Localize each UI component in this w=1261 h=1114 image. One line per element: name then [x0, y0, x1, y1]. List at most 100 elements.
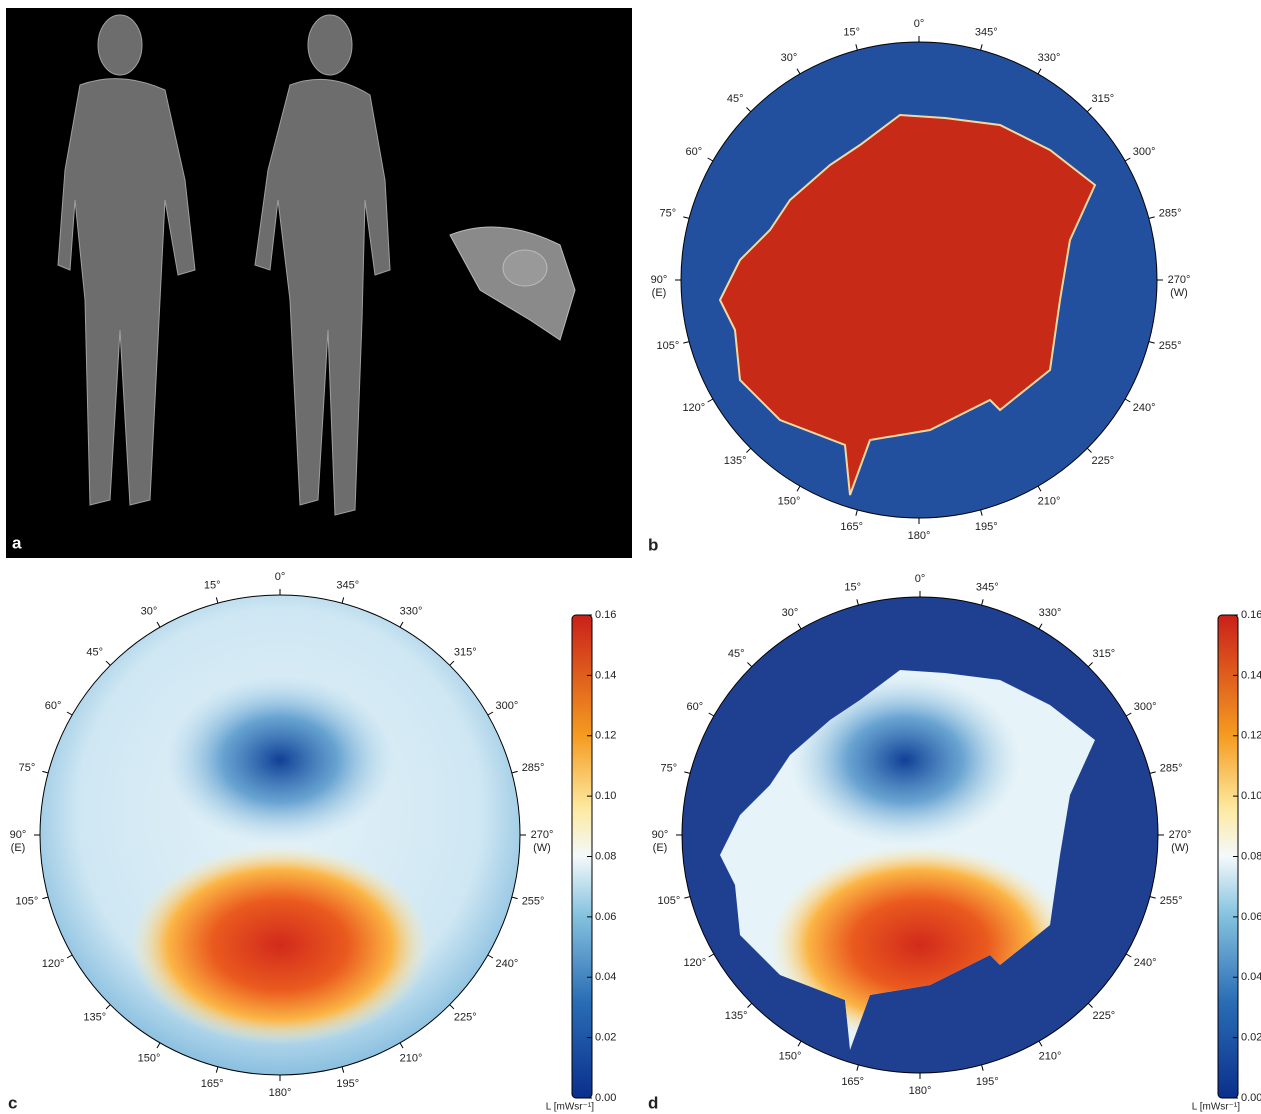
angle-label: 150°: [138, 1052, 161, 1064]
angle-tick: [399, 621, 404, 628]
panel-label: c: [8, 1093, 17, 1112]
angle-tick: [1037, 485, 1042, 492]
colorbar-tick-label: 0.06: [595, 911, 616, 923]
angle-label: 30°: [781, 52, 798, 64]
angle-label: 270°: [1169, 829, 1192, 841]
angle-label: 315°: [454, 646, 477, 658]
angle-label: 165°: [841, 1076, 864, 1088]
angle-label: 270°: [531, 829, 554, 841]
angle-label: 210°: [1038, 496, 1061, 508]
angle-tick: [1087, 1002, 1093, 1008]
angle-label: 0°: [914, 18, 925, 30]
angle-tick: [156, 1042, 161, 1049]
angle-tick: [487, 711, 494, 716]
angle-label: 90°: [10, 829, 27, 841]
angle-tick: [1037, 68, 1042, 75]
angle-label: 0°: [275, 571, 286, 583]
angle-label: 225°: [1091, 455, 1114, 467]
angle-tick: [746, 447, 752, 453]
angle-tick: [341, 1066, 345, 1073]
angle-tick: [341, 597, 345, 604]
angle-label: 330°: [400, 605, 423, 617]
angle-tick: [1038, 623, 1043, 630]
colorbar-tick-label: 0.10: [1241, 790, 1261, 802]
angle-tick: [449, 1004, 455, 1010]
angle-label: 300°: [1133, 146, 1156, 158]
angle-tick: [981, 599, 984, 606]
angle-tick: [708, 953, 715, 958]
angle-label: 240°: [496, 958, 519, 970]
angle-label: 330°: [1038, 52, 1061, 64]
angle-label: 225°: [1092, 1010, 1115, 1022]
angle-tick: [980, 509, 983, 516]
angle-label: 30°: [782, 607, 799, 619]
angle-label: 120°: [683, 957, 706, 969]
phantom-back: [254, 14, 391, 516]
colorbar-tick-label: 0.12: [595, 730, 616, 742]
colorbar-unit: L [mWsr⁻¹]: [546, 1102, 594, 1113]
angle-label: 60°: [45, 700, 62, 712]
angle-label: 15°: [204, 580, 221, 592]
angle-tick: [1038, 1040, 1043, 1047]
angle-tick: [856, 1064, 859, 1071]
colorbar-tick-label: 0.00: [1241, 1092, 1261, 1104]
angle-label: 105°: [657, 895, 680, 907]
angle-label: 300°: [1134, 701, 1157, 713]
angle-label: 105°: [656, 340, 679, 352]
angle-label: 345°: [976, 582, 999, 594]
angle-label: 180°: [909, 1085, 932, 1097]
angle-label: 210°: [400, 1052, 423, 1064]
colorbar-tick-label: 0.00: [595, 1092, 616, 1104]
angle-tick: [487, 954, 494, 959]
angle-label: 315°: [1091, 93, 1114, 105]
angle-tick: [66, 711, 73, 716]
angle-label: 15°: [843, 27, 860, 39]
angle-tick: [1125, 953, 1132, 958]
angle-label: 135°: [725, 1010, 748, 1022]
angle-tick: [1148, 216, 1155, 219]
angle-tick: [449, 660, 455, 666]
angle-tick: [105, 660, 111, 666]
colorbar-tick-label: 0.16: [595, 609, 616, 621]
angle-tick: [1087, 662, 1093, 668]
angle-label: 75°: [661, 763, 678, 775]
angle-tick: [796, 68, 801, 75]
angle-label: 195°: [976, 1076, 999, 1088]
angle-label: 120°: [42, 958, 65, 970]
angle-tick: [797, 623, 802, 630]
direction-label: (E): [653, 842, 668, 854]
angle-tick: [1148, 341, 1155, 344]
angle-label: 150°: [779, 1051, 802, 1063]
angle-tick: [399, 1042, 404, 1049]
angle-tick: [797, 1040, 802, 1047]
colorbar-tick-label: 0.08: [1241, 850, 1261, 862]
colorbar-tick-label: 0.08: [595, 850, 616, 862]
direction-label: (E): [652, 287, 667, 299]
angle-tick: [105, 1004, 111, 1010]
angle-label: 105°: [16, 896, 39, 908]
colorbar-tick-label: 0.14: [1241, 669, 1261, 681]
angle-tick: [42, 896, 49, 900]
angle-label: 135°: [83, 1011, 106, 1023]
angle-tick: [707, 157, 714, 162]
angle-tick: [1149, 771, 1156, 774]
colorbar-tick-label: 0.02: [595, 1032, 616, 1044]
angle-tick: [511, 896, 518, 900]
phantom-front: [57, 14, 196, 506]
angle-tick: [215, 1066, 219, 1073]
angle-label: 195°: [336, 1078, 359, 1090]
direction-label: (W): [533, 842, 551, 854]
angle-tick: [1086, 447, 1092, 453]
angle-label: 0°: [915, 573, 926, 585]
direction-label: (E): [11, 842, 26, 854]
angle-label: 45°: [86, 646, 103, 658]
angle-label: 135°: [724, 455, 747, 467]
colorbar-tick-label: 0.16: [1241, 609, 1261, 621]
panel-label: d: [648, 1093, 658, 1112]
angle-label: 345°: [975, 27, 998, 39]
angle-label: 60°: [686, 146, 703, 158]
angle-tick: [855, 44, 858, 51]
colorbar-tick-label: 0.04: [1241, 971, 1261, 983]
phantom-top: [449, 226, 576, 341]
